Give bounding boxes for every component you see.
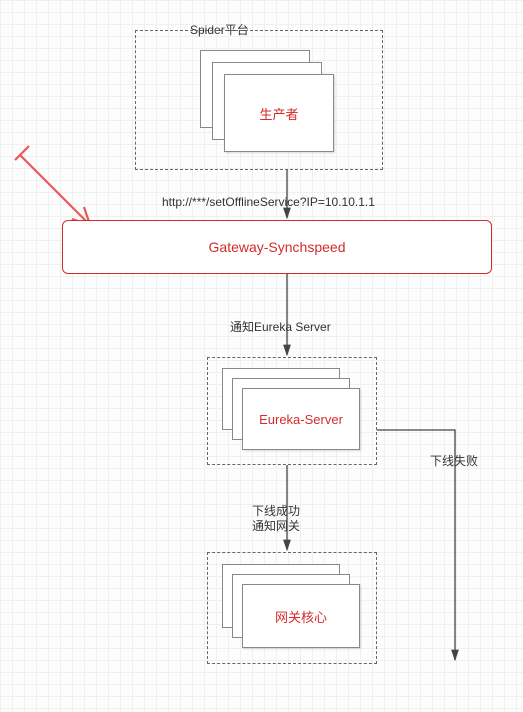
- producer-box: 生产者: [224, 74, 334, 152]
- edge-label-http: http://***/setOfflineService?IP=10.10.1.…: [162, 195, 375, 209]
- eureka-label: Eureka-Server: [259, 412, 343, 427]
- core-label: 网关核心: [275, 607, 327, 626]
- gateway-box: Gateway-Synchspeed: [62, 220, 492, 274]
- pointer-arrow: [15, 146, 90, 225]
- edge-label-success-2: 通知网关: [252, 517, 300, 534]
- edge-label-fail: 下线失败: [430, 452, 478, 469]
- eureka-server-box: Eureka-Server: [242, 388, 360, 450]
- edge-label-notify-eureka: 通知Eureka Server: [230, 318, 331, 335]
- producer-label: 生产者: [259, 104, 298, 123]
- gateway-label: Gateway-Synchspeed: [209, 239, 346, 255]
- gateway-core-box: 网关核心: [242, 584, 360, 648]
